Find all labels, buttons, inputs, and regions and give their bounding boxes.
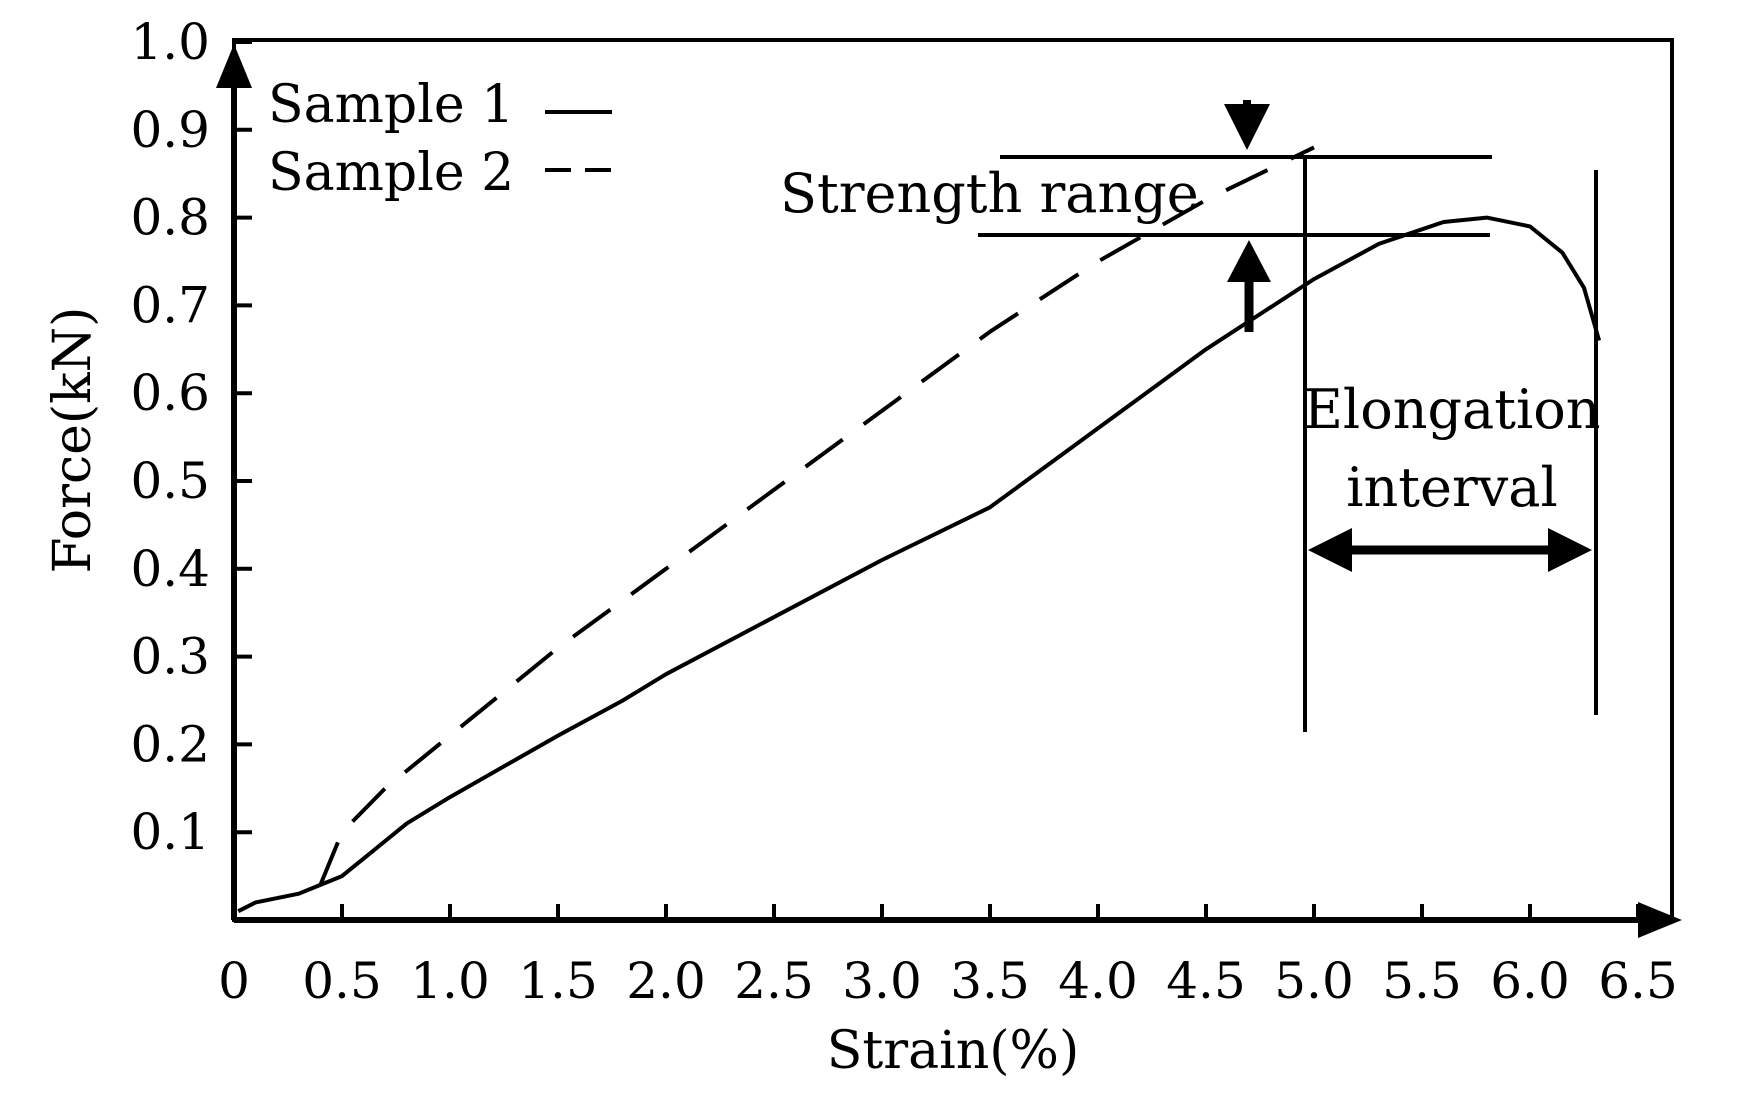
x-tick-label: 1.0 <box>410 952 490 1010</box>
strength-range-label: Strength range <box>780 162 1199 225</box>
x-tick-label: 6.5 <box>1598 952 1678 1010</box>
legend: Sample 1 Sample 2 <box>268 75 612 203</box>
y-axis-title: Force(kN) <box>43 307 103 574</box>
x-axis-arrow <box>1638 902 1682 938</box>
y-tick-label: 0.1 <box>130 803 210 861</box>
x-tick-label: 5.0 <box>1274 952 1354 1010</box>
x-tick-label: 0 <box>218 952 250 1010</box>
x-ticks: 0 0.5 1.0 1.5 2.0 2.5 3.0 3.5 4.0 4.5 5.0 5.5 6.0 6.5 <box>218 904 1678 1010</box>
y-tick-label: 1.0 <box>130 13 210 71</box>
x-tick-label: 6.0 <box>1490 952 1570 1010</box>
series-line-sample-1 <box>237 215 1602 913</box>
x-tick-label: 1.5 <box>518 952 598 1010</box>
x-axis-title: Strain(%) <box>827 1021 1079 1081</box>
x-tick-label: 2.5 <box>734 952 814 1010</box>
elongation-arrow-left-head <box>1308 528 1352 572</box>
elongation-label-line-1: Elongation <box>1304 378 1601 441</box>
elongation-label-line-2: interval <box>1346 456 1558 519</box>
y-ticks: 0.1 0.2 0.3 0.4 0.5 0.6 0.7 0.8 0.9 1.0 <box>130 13 252 861</box>
y-axis-arrow <box>216 44 252 88</box>
y-tick-label: 0.6 <box>130 364 210 422</box>
y-tick-label: 0.5 <box>130 452 210 510</box>
y-tick-label: 0.8 <box>130 189 210 247</box>
strength-down-arrow-head <box>1224 104 1270 150</box>
x-tick-label: 5.5 <box>1382 952 1462 1010</box>
y-tick-label: 0.9 <box>130 101 210 159</box>
x-tick-label: 2.0 <box>626 952 706 1010</box>
strength-range-annotation: Strength range <box>780 100 1492 332</box>
elongation-arrow-right-head <box>1548 528 1592 572</box>
x-tick-label: 3.0 <box>842 952 922 1010</box>
strength-up-arrow-head <box>1227 240 1271 282</box>
x-tick-label: 3.5 <box>950 952 1030 1010</box>
series-line-sample-2 <box>318 145 1315 886</box>
x-tick-label: 4.5 <box>1166 952 1246 1010</box>
x-tick-label: 0.5 <box>302 952 382 1010</box>
legend-label-sample-1: Sample 1 <box>268 75 514 135</box>
y-tick-label: 0.2 <box>130 715 210 773</box>
y-tick-label: 0.7 <box>130 276 210 334</box>
elongation-interval-annotation: Elongation interval <box>1303 158 1601 732</box>
legend-label-sample-2: Sample 2 <box>268 143 514 203</box>
y-tick-label: 0.4 <box>130 540 210 598</box>
x-tick-label: 4.0 <box>1058 952 1138 1010</box>
y-tick-label: 0.3 <box>130 628 210 686</box>
series-layer <box>237 145 1602 913</box>
